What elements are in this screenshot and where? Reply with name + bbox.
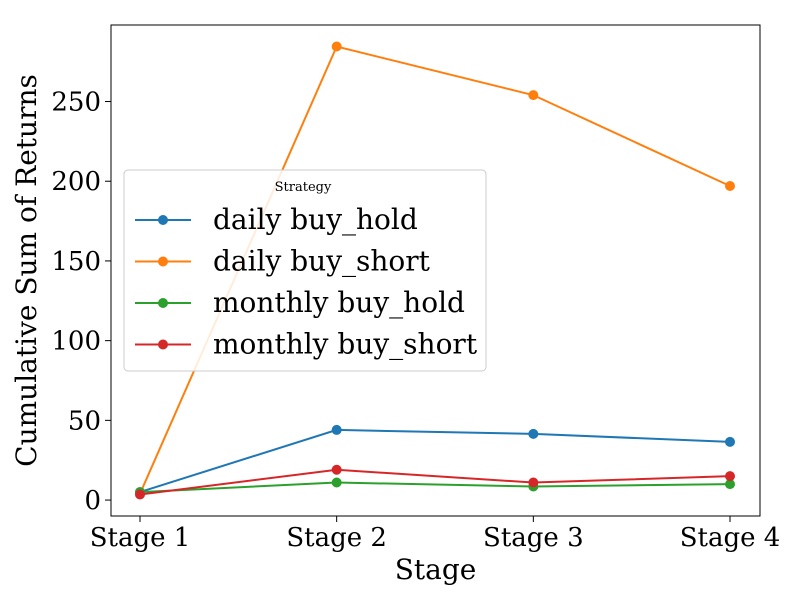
- legend-swatch-marker: [158, 298, 168, 308]
- data-point: [725, 181, 735, 192]
- legend-box: [123, 169, 487, 372]
- plot-frame: [110, 24, 761, 517]
- series-line: [139, 468, 731, 496]
- series-line: [139, 481, 731, 494]
- data-point: [331, 41, 342, 52]
- y-tick-label: 200: [51, 167, 101, 197]
- legend-label: monthly buy_short: [213, 328, 478, 361]
- x-tick-label: Stage 3: [483, 523, 584, 553]
- data-point: [528, 90, 539, 101]
- data-point: [725, 479, 735, 490]
- plot-area: [110, 24, 761, 517]
- x-axis: Stage 1 Stage 2 Stage 3 Stage 4: [90, 516, 781, 553]
- data-point: [725, 436, 735, 447]
- data-point: [331, 464, 342, 475]
- data-point: [331, 477, 342, 488]
- series-group: [135, 464, 735, 500]
- legend-swatch-marker: [158, 256, 168, 267]
- y-tick-label: 100: [51, 327, 101, 357]
- legend-item: daily buy_short: [135, 245, 431, 278]
- y-axis-label: Cumulative Sum of Returns: [10, 74, 43, 467]
- y-tick-label: 0: [84, 486, 101, 516]
- series-layer: [135, 41, 735, 500]
- y-tick-label: 50: [68, 406, 101, 436]
- data-point: [528, 428, 539, 439]
- legend-item: monthly buy_hold: [135, 286, 465, 319]
- legend-item: daily buy_hold: [135, 203, 418, 236]
- legend-label: daily buy_hold: [213, 203, 418, 236]
- series-line: [139, 428, 731, 494]
- x-axis-label: Stage: [395, 553, 477, 586]
- y-tick-label: 150: [51, 247, 101, 277]
- data-point: [331, 424, 342, 435]
- legend-swatch-marker: [158, 339, 168, 350]
- data-point: [725, 471, 735, 482]
- legend-label: daily buy_short: [213, 245, 431, 278]
- legend-swatch-marker: [158, 215, 168, 225]
- legend-title: Strategy: [275, 180, 332, 195]
- y-tick-label: 250: [51, 88, 101, 118]
- x-tick-label: Stage 1: [90, 523, 191, 553]
- x-tick-label: Stage 4: [680, 523, 781, 553]
- data-point: [528, 477, 539, 488]
- data-point: [135, 489, 145, 500]
- y-axis: 0 50 100 150 200 250: [51, 88, 111, 516]
- x-tick-label: Stage 2: [286, 523, 387, 553]
- legend-item: monthly buy_short: [135, 328, 478, 361]
- legend-label: monthly buy_hold: [213, 286, 465, 319]
